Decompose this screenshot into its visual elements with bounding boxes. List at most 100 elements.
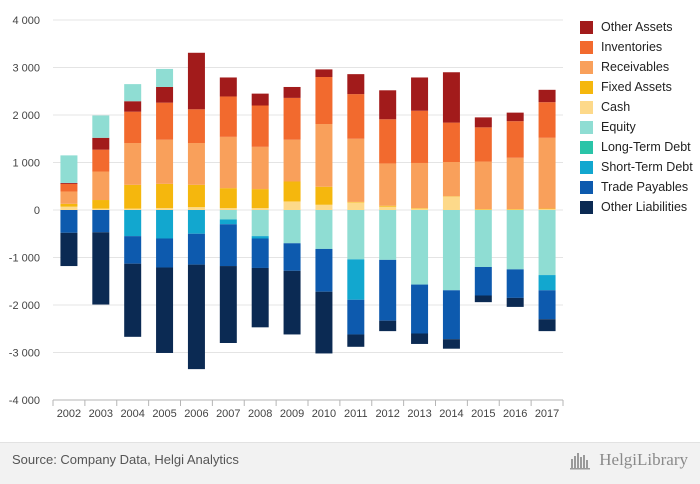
bar-receivables bbox=[124, 143, 141, 185]
bar-receivables bbox=[539, 138, 556, 209]
helgi-library-logo-icon bbox=[569, 450, 593, 470]
bar-trade-payables bbox=[475, 267, 492, 296]
bar-equity bbox=[220, 210, 237, 220]
bar-receivables bbox=[347, 139, 364, 202]
legend-swatch bbox=[580, 61, 593, 74]
brand-name: HelgiLibrary bbox=[599, 450, 688, 470]
bar-trade-payables bbox=[347, 300, 364, 335]
y-tick-label: -2 000 bbox=[9, 300, 40, 312]
bar-trade-payables bbox=[379, 260, 396, 321]
bar-trade-payables bbox=[507, 269, 524, 298]
bar-other-liabilities bbox=[60, 233, 77, 266]
y-tick-label: -3 000 bbox=[9, 348, 40, 360]
bar-inventories bbox=[347, 94, 364, 139]
x-tick-label: 2004 bbox=[120, 408, 144, 420]
bar-short-term-debt bbox=[188, 210, 205, 234]
bar-trade-payables bbox=[539, 290, 556, 319]
bar-equity bbox=[411, 210, 428, 285]
legend-item-trade-payables: Trade Payables bbox=[580, 177, 693, 197]
bar-receivables bbox=[284, 140, 301, 182]
bar-receivables bbox=[379, 163, 396, 205]
bar-other-liabilities bbox=[156, 267, 173, 353]
x-tick-label: 2013 bbox=[407, 408, 431, 420]
bar-equity bbox=[443, 210, 460, 290]
legend-label: Fixed Assets bbox=[601, 80, 672, 94]
bar-inventories bbox=[539, 102, 556, 138]
bar-inventories bbox=[124, 112, 141, 143]
x-tick-label: 2003 bbox=[89, 408, 113, 420]
bar-other-liabilities bbox=[220, 266, 237, 343]
bar-equity bbox=[124, 84, 141, 101]
x-tick-label: 2010 bbox=[312, 408, 336, 420]
bar-other-liabilities bbox=[252, 268, 269, 327]
bar-other-liabilities bbox=[315, 292, 332, 354]
bar-cash bbox=[60, 207, 77, 210]
legend-item-other-liabilities: Other Liabilities bbox=[580, 197, 693, 217]
bar-cash bbox=[252, 208, 269, 210]
bar-inventories bbox=[284, 98, 301, 140]
bar-receivables bbox=[443, 162, 460, 196]
bar-other-assets bbox=[507, 113, 524, 122]
bar-inventories bbox=[156, 103, 173, 140]
bar-other-liabilities bbox=[347, 334, 364, 346]
legend-label: Short-Term Debt bbox=[601, 160, 693, 174]
bar-other-assets bbox=[379, 90, 396, 119]
bar-fixed-assets bbox=[156, 184, 173, 208]
x-tick-label: 2002 bbox=[57, 408, 81, 420]
bar-fixed-assets bbox=[284, 182, 301, 202]
brand: HelgiLibrary bbox=[569, 450, 688, 470]
bar-other-assets bbox=[411, 77, 428, 110]
x-tick-label: 2017 bbox=[535, 408, 559, 420]
bar-cash bbox=[347, 202, 364, 210]
bar-cash bbox=[411, 209, 428, 210]
bar-trade-payables bbox=[443, 290, 460, 339]
bar-inventories bbox=[443, 123, 460, 162]
bar-trade-payables bbox=[188, 234, 205, 265]
bar-receivables bbox=[220, 137, 237, 188]
bar-other-assets bbox=[220, 77, 237, 96]
y-tick-label: 1 000 bbox=[12, 158, 40, 170]
bar-trade-payables bbox=[60, 210, 77, 233]
bar-receivables bbox=[156, 140, 173, 184]
y-tick-label: 2 000 bbox=[12, 110, 40, 122]
bar-equity bbox=[347, 210, 364, 259]
bar-other-assets bbox=[315, 69, 332, 77]
bar-cash bbox=[124, 209, 141, 210]
bar-other-liabilities bbox=[507, 298, 524, 307]
bar-other-liabilities bbox=[188, 265, 205, 370]
y-tick-label: -4 000 bbox=[9, 395, 40, 407]
bar-receivables bbox=[411, 163, 428, 208]
legend-item-equity: Equity bbox=[580, 117, 693, 137]
bar-fixed-assets bbox=[60, 204, 77, 207]
legend-item-long-term-debt: Long-Term Debt bbox=[580, 137, 693, 157]
bar-cash bbox=[443, 197, 460, 210]
legend-label: Cash bbox=[601, 100, 630, 114]
bar-short-term-debt bbox=[539, 275, 556, 290]
bar-other-assets bbox=[252, 94, 269, 106]
bar-trade-payables bbox=[252, 239, 269, 268]
bar-receivables bbox=[507, 158, 524, 209]
bar-equity bbox=[379, 210, 396, 260]
legend-swatch bbox=[580, 121, 593, 134]
bar-fixed-assets bbox=[315, 187, 332, 205]
bar-trade-payables bbox=[220, 224, 237, 266]
bar-equity bbox=[507, 210, 524, 269]
bar-equity bbox=[92, 115, 109, 137]
bar-equity bbox=[156, 69, 173, 87]
y-tick-label: -1 000 bbox=[9, 253, 40, 265]
bar-fixed-assets bbox=[220, 188, 237, 208]
bar-short-term-debt bbox=[156, 210, 173, 239]
legend-swatch bbox=[580, 101, 593, 114]
legend-label: Inventories bbox=[601, 40, 662, 54]
bar-receivables bbox=[475, 162, 492, 210]
bar-other-liabilities bbox=[379, 321, 396, 331]
x-tick-label: 2007 bbox=[216, 408, 240, 420]
bar-receivables bbox=[92, 172, 109, 201]
bar-other-liabilities bbox=[539, 319, 556, 331]
bar-other-assets bbox=[284, 87, 301, 98]
bar-equity bbox=[539, 210, 556, 275]
x-tick-label: 2015 bbox=[471, 408, 495, 420]
bar-other-assets bbox=[539, 90, 556, 102]
legend-swatch bbox=[580, 181, 593, 194]
